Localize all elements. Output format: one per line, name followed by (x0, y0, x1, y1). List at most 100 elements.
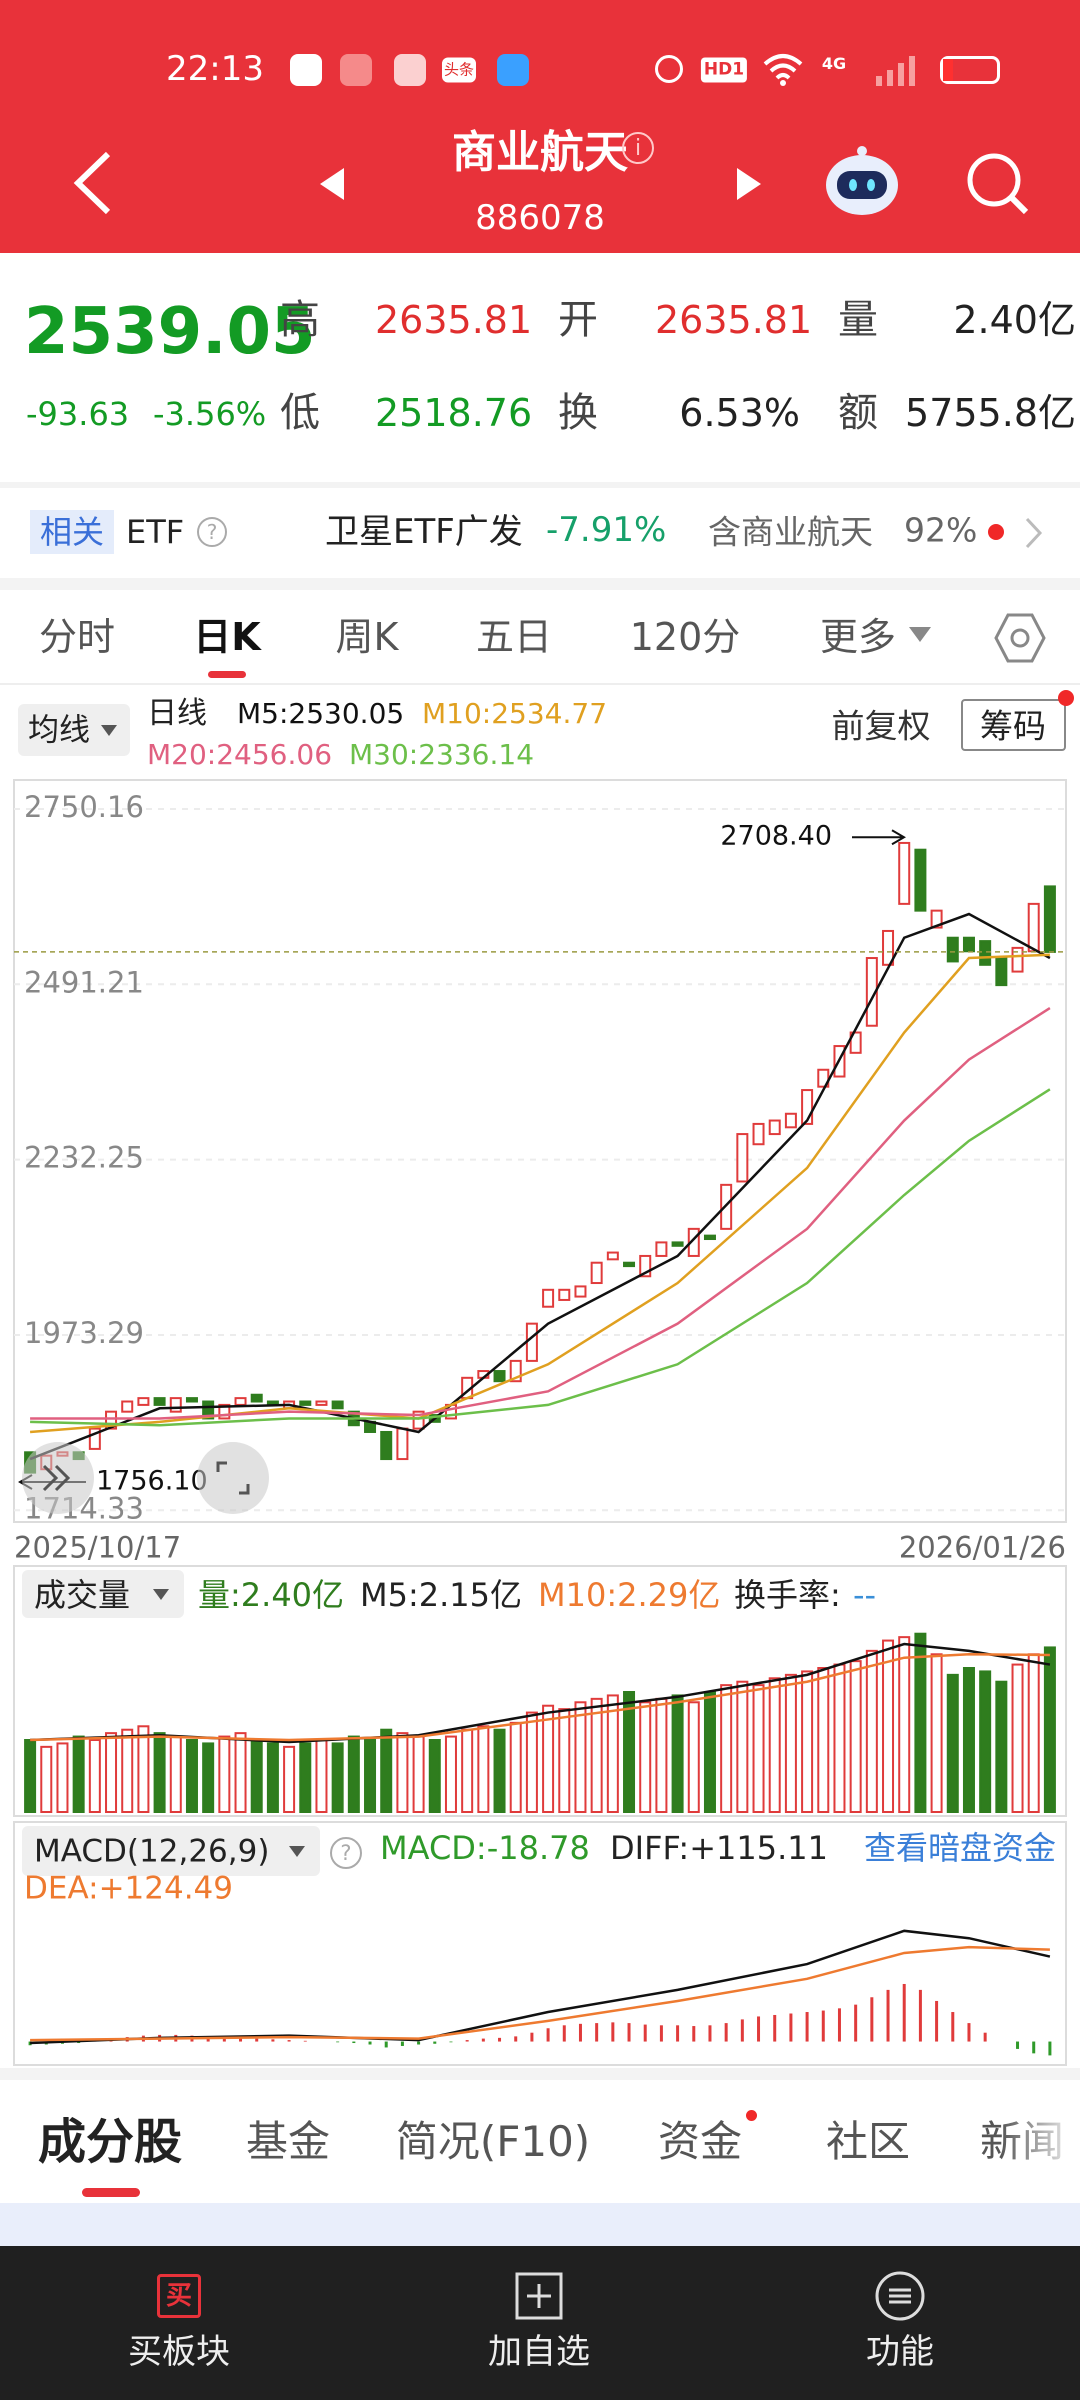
adjust-button[interactable]: 前复权 (831, 706, 931, 746)
etf-name[interactable]: 卫星ETF广发 (325, 512, 523, 552)
header-bar (0, 0, 1080, 253)
dea-value: DEA:+124.49 (24, 1870, 234, 1907)
macd-frame (13, 1821, 1067, 2066)
action-label[interactable]: 功能 (866, 2332, 934, 2372)
volume-bar (169, 1735, 182, 1813)
settings-button[interactable] (994, 612, 1046, 664)
volume-frame (13, 1565, 1067, 1817)
info-icon[interactable]: i (622, 132, 654, 164)
candle (88, 1427, 101, 1450)
divider (0, 2068, 1080, 2080)
macd-title[interactable]: MACD(12,26,9) (34, 1833, 270, 1870)
volume-bar (396, 1732, 409, 1813)
chips-label[interactable]: 筹码 (980, 706, 1046, 746)
price-change: -93.63 (26, 395, 130, 433)
volume-bar (88, 1739, 101, 1813)
candle (623, 1261, 636, 1268)
tab-active[interactable]: 日K (193, 615, 261, 659)
chips-button[interactable] (961, 699, 1066, 751)
candle (412, 1410, 425, 1430)
candle (509, 1359, 522, 1383)
search-button[interactable] (964, 150, 1030, 216)
battery-icon (940, 56, 1000, 84)
max-arrow (852, 829, 906, 846)
volume-bar (461, 1728, 474, 1813)
volume-bar (703, 1691, 716, 1813)
tab[interactable]: 周K (335, 615, 399, 659)
prev-button[interactable] (318, 166, 346, 202)
buy-icon-label[interactable]: 买 (165, 2281, 193, 2311)
bottom-tab-active[interactable]: 成分股 (37, 2114, 183, 2170)
divider (0, 482, 1080, 488)
volume-bar (623, 1691, 636, 1813)
volume-bar (137, 1725, 150, 1814)
candle (299, 1400, 312, 1406)
header-title: 商业航天 (452, 127, 628, 178)
dropdown-arrow (153, 1589, 169, 1600)
candle (671, 1241, 684, 1247)
tab[interactable]: 更多 (819, 615, 897, 659)
volume-title[interactable]: 成交量 (34, 1576, 131, 1614)
app-icon (340, 54, 372, 86)
volume-ma (30, 1653, 1050, 1742)
volume-bar (509, 1721, 522, 1814)
quote-volume: 2.40亿 (953, 298, 1076, 342)
volume-bar (347, 1735, 360, 1813)
volume-bar (364, 1739, 377, 1813)
ma-value: M10:2534.77 (422, 697, 608, 730)
volume-bar (234, 1732, 247, 1813)
zoom-button[interactable] (197, 1442, 269, 1514)
candle (882, 929, 895, 966)
tab[interactable]: 120分 (629, 615, 741, 659)
chevron[interactable] (1024, 516, 1044, 550)
candle (153, 1397, 166, 1406)
bottom-tab[interactable]: 基金 (245, 2117, 331, 2166)
candle (784, 1112, 797, 1129)
volume-bar (833, 1663, 846, 1813)
candle (169, 1397, 182, 1413)
bottom-tab[interactable]: 简况(F10) (395, 2117, 591, 2166)
charts: 2750.162491.212232.251973.291714.332708.… (13, 779, 1067, 2066)
robot-icon[interactable] (823, 145, 901, 217)
back-button[interactable] (70, 150, 120, 216)
etf-label: ETF (126, 513, 185, 551)
action-label[interactable]: 加自选 (488, 2332, 590, 2372)
signal-icon (876, 56, 915, 86)
ma-button-label[interactable]: 均线 (28, 712, 90, 749)
y-tick-label: 1973.29 (24, 1316, 144, 1350)
y-tick-label: 2232.25 (24, 1141, 144, 1175)
tab[interactable]: 分时 (38, 615, 116, 659)
zoom-icon (216, 1461, 250, 1495)
watch-icon[interactable] (515, 2272, 563, 2320)
candle (736, 1133, 749, 1183)
dea-line (30, 1945, 1050, 2042)
volume-bar (185, 1739, 198, 1813)
alarm-icon (655, 55, 683, 83)
candle (234, 1397, 247, 1406)
volume-bar (801, 1670, 814, 1814)
volume-bar (914, 1632, 927, 1813)
quote-high: 2635.81 (375, 298, 533, 342)
func-icon[interactable] (874, 2270, 926, 2322)
action-label[interactable]: 买板块 (128, 2332, 230, 2372)
tab[interactable]: 五日 (475, 615, 553, 659)
candle (331, 1400, 344, 1410)
min-label: 1756.10 (96, 1466, 208, 1497)
candle (137, 1397, 150, 1406)
macd-menu[interactable] (22, 1826, 320, 1876)
help-icon[interactable]: ? (197, 517, 227, 547)
volume-bar (1027, 1653, 1040, 1814)
bottom-tab[interactable]: 资金 (657, 2117, 743, 2166)
help-icon[interactable]: ? (330, 1837, 362, 1869)
dark-pool-link[interactable]: 查看暗盘资金 (863, 1829, 1056, 1867)
volume-bar (525, 1711, 538, 1813)
etf-holding: 含商业航天 (708, 512, 873, 552)
buy-icon[interactable] (157, 2274, 201, 2318)
tab-indicator (208, 671, 246, 678)
volume-bar (817, 1667, 830, 1813)
bottom-tab[interactable]: 社区 (825, 2117, 911, 2166)
next-button[interactable] (735, 166, 763, 202)
candle (687, 1227, 700, 1257)
expand-icon (42, 1464, 71, 1492)
candle (703, 1234, 716, 1241)
